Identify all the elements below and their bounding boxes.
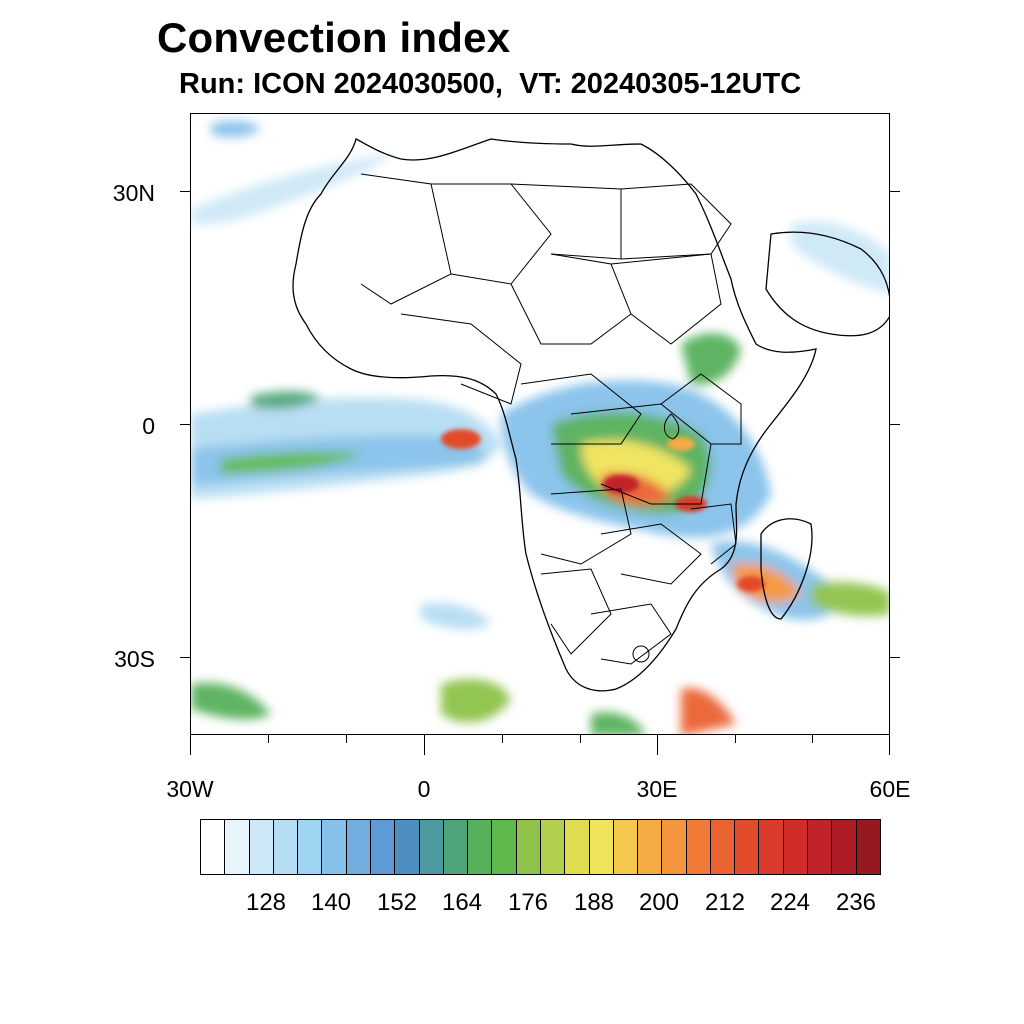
- country-borders: [360, 173, 742, 665]
- minor-tick: [268, 735, 269, 743]
- colorbar-swatch: [298, 820, 323, 874]
- map-panel: [190, 113, 890, 735]
- colorbar-label: 200: [638, 889, 680, 916]
- colorbar-swatch: [273, 820, 299, 874]
- x-tick-label: 0: [417, 776, 431, 802]
- colorbar-swatch: [638, 820, 663, 874]
- colorbar-swatch: [783, 820, 809, 874]
- colorbar-swatch: [735, 820, 760, 874]
- colorbar-label: 224: [769, 889, 811, 916]
- tick-0-right: [890, 424, 900, 425]
- colorbar-swatch: [201, 820, 226, 874]
- colorbar-swatch: [589, 820, 614, 874]
- colorbar-swatch: [565, 820, 590, 874]
- colorbar-swatch: [759, 820, 784, 874]
- x-tick-label: 60E: [869, 776, 911, 802]
- colorbar-swatch: [468, 820, 493, 874]
- colorbar-label: 128: [245, 889, 287, 916]
- colorbar-swatch: [686, 820, 711, 874]
- colorbar-swatch: [492, 820, 517, 874]
- colorbar-label: 236: [835, 889, 877, 916]
- x-tick-label: 30E: [636, 776, 678, 802]
- y-tick-label: 30N: [112, 180, 155, 206]
- colorbar-swatch: [225, 820, 250, 874]
- colorbar-swatch: [856, 820, 880, 874]
- colorbar-label: 176: [507, 889, 549, 916]
- tick-30n-left: [180, 191, 190, 192]
- y-tick-label: 30S: [114, 646, 155, 672]
- colorbar-swatch: [662, 820, 687, 874]
- chart-subtitle: Run: ICON 2024030500, VT: 20240305-12UTC: [179, 68, 802, 100]
- colorbar-swatch: [370, 820, 396, 874]
- tick-0-left: [180, 424, 190, 425]
- tick-30s-right: [890, 657, 900, 658]
- colorbar-label: 140: [310, 889, 352, 916]
- minor-tick: [812, 735, 813, 743]
- minor-tick: [580, 735, 581, 743]
- colorbar-label: 152: [376, 889, 418, 916]
- coastlines: [292, 138, 889, 692]
- minor-tick: [502, 735, 503, 743]
- minor-tick: [346, 735, 347, 743]
- colorbar-swatch: [516, 820, 541, 874]
- tick-30w-bottom: [190, 735, 191, 755]
- convection-field: [191, 120, 889, 734]
- colorbar-swatch: [808, 820, 833, 874]
- tick-0-bottom: [424, 735, 425, 755]
- y-tick-label: 0: [142, 413, 155, 439]
- convection-cores: [441, 429, 765, 592]
- colorbar-swatch: [613, 820, 639, 874]
- colorbar-swatch: [540, 820, 566, 874]
- x-tick-label: 30W: [166, 776, 214, 802]
- tick-30e-bottom: [657, 735, 658, 755]
- colorbar-label: 212: [704, 889, 746, 916]
- chart-title: Convection index: [157, 14, 511, 61]
- minor-tick: [735, 735, 736, 743]
- colorbar-swatch: [322, 820, 347, 874]
- tick-30n-right: [890, 191, 900, 192]
- convection-map: [191, 120, 889, 734]
- colorbar-label: 188: [573, 889, 615, 916]
- colorbar-swatch: [249, 820, 274, 874]
- colorbar-swatch: [419, 820, 444, 874]
- colorbar: [200, 819, 881, 875]
- tick-30s-left: [180, 657, 190, 658]
- colorbar-swatch: [832, 820, 857, 874]
- colorbar-label: 164: [441, 889, 483, 916]
- colorbar-swatch: [443, 820, 469, 874]
- colorbar-swatch: [346, 820, 371, 874]
- colorbar-swatch: [710, 820, 736, 874]
- colorbar-swatch: [395, 820, 420, 874]
- tick-60e-bottom: [889, 735, 890, 755]
